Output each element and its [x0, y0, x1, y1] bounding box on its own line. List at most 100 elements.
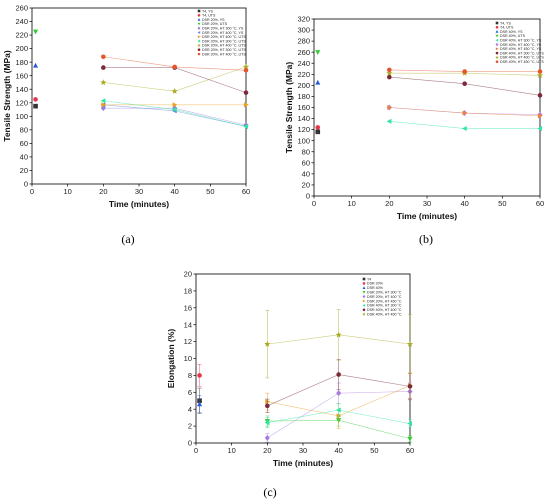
- x-tick-label: 0: [194, 446, 198, 455]
- legend-marker: [197, 18, 201, 21]
- x-axis-label: Time (minutes): [273, 458, 333, 468]
- series-4: [33, 29, 39, 35]
- legend-label: T4: [367, 277, 371, 281]
- legend-marker: [495, 26, 499, 29]
- data-point: [387, 67, 392, 73]
- data-point: [100, 98, 106, 104]
- data-point: [101, 54, 106, 60]
- y-tick-label: 300: [297, 26, 310, 35]
- x-tick-label: 40: [334, 446, 342, 455]
- x-tick-label: 30: [299, 446, 307, 455]
- data-point: [536, 72, 544, 79]
- y-tick-label: 80: [302, 147, 310, 156]
- series-7: [387, 104, 543, 119]
- x-tick-label: 30: [423, 199, 431, 208]
- series-5: [386, 118, 543, 132]
- y-tick-label: 12: [184, 337, 192, 346]
- legend-marker: [197, 43, 201, 47]
- x-tick-label: 20: [385, 199, 393, 208]
- y-tick-label: 200: [297, 81, 310, 90]
- series-line: [103, 66, 247, 92]
- y-tick-label: 260: [15, 4, 28, 13]
- legend-label: T4, YS: [500, 21, 512, 25]
- legend-marker: [197, 31, 201, 34]
- data-point: [264, 434, 270, 441]
- legend-marker: [197, 14, 201, 17]
- y-tick-label: 0: [188, 439, 192, 448]
- data-point: [264, 340, 271, 347]
- x-tick-label: 10: [227, 446, 235, 455]
- legend-label: DSR 40%, HT 450 °C, UTS: [500, 60, 544, 64]
- data-point: [315, 79, 321, 85]
- legend-label: DSR 20%, UTS: [202, 22, 228, 26]
- legend-label: DSR 40%, HT 400 °C, YS: [500, 43, 542, 47]
- data-point: [33, 103, 38, 109]
- series-2: [197, 364, 202, 387]
- y-axis-label: Tensile Strength (MPa): [2, 50, 12, 142]
- series-1: [315, 129, 321, 135]
- x-axis-label: Time (minutes): [397, 211, 457, 221]
- series-8: [387, 74, 543, 98]
- series-8: [265, 359, 413, 413]
- y-tick-label: 20: [20, 166, 28, 175]
- legend-label: DSR 40%, HT 400 °C, UTS: [500, 56, 544, 60]
- legend-marker: [362, 299, 366, 303]
- panel-label: (a): [121, 232, 134, 246]
- data-point: [265, 399, 271, 405]
- legend-marker: [197, 26, 201, 30]
- series-6: [386, 104, 543, 118]
- x-tick-label: 30: [135, 187, 143, 196]
- y-tick-label: 220: [15, 31, 28, 40]
- x-tick-label: 10: [347, 199, 355, 208]
- y-tick-label: 60: [20, 139, 28, 148]
- series-4: [315, 50, 321, 55]
- data-point: [336, 372, 341, 377]
- legend-label: DSR 40%, UTS: [500, 34, 526, 38]
- data-point: [462, 69, 467, 74]
- data-point: [33, 62, 39, 68]
- legend-marker: [197, 52, 201, 56]
- data-point: [336, 390, 342, 397]
- data-point: [537, 69, 543, 74]
- data-point: [33, 97, 38, 102]
- y-tick-label: 18: [184, 287, 192, 296]
- y-tick-label: 80: [20, 125, 28, 134]
- data-point: [172, 64, 177, 70]
- y-tick-label: 180: [297, 92, 310, 101]
- data-point: [243, 102, 249, 108]
- y-tick-label: 20: [302, 181, 310, 190]
- data-point: [264, 420, 270, 426]
- legend-marker: [495, 42, 499, 47]
- legend-marker: [197, 9, 201, 13]
- y-tick-label: 320: [297, 15, 310, 24]
- y-tick-label: 180: [15, 58, 28, 67]
- data-point: [243, 90, 249, 95]
- series-7: [264, 402, 413, 429]
- legend-marker: [362, 286, 366, 289]
- series-9: [100, 63, 250, 94]
- series-3: [33, 62, 39, 68]
- data-point: [537, 125, 543, 132]
- data-point: [315, 125, 321, 130]
- y-tick-label: 40: [20, 153, 28, 162]
- y-tick-label: 2: [188, 422, 192, 431]
- x-tick-label: 0: [312, 199, 316, 208]
- data-point: [100, 79, 107, 86]
- data-point: [462, 110, 468, 116]
- data-point: [171, 107, 177, 113]
- data-point: [537, 113, 543, 119]
- y-tick-label: 0: [306, 192, 310, 201]
- legend-marker: [362, 282, 366, 285]
- legend-marker: [362, 277, 366, 281]
- legend-marker: [362, 308, 366, 312]
- y-axis-label: Elongation (%): [166, 329, 176, 389]
- legend-label: DSR 40%, HT 400 °C: [367, 308, 402, 312]
- x-tick-label: 40: [460, 199, 468, 208]
- data-point: [336, 413, 342, 419]
- data-point: [335, 331, 342, 338]
- legend-marker: [495, 34, 499, 38]
- legend-marker: [197, 39, 201, 43]
